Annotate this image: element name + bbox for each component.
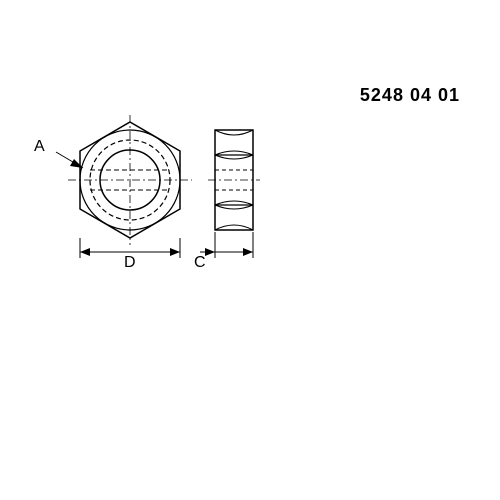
chamfer-arc	[215, 155, 253, 159]
hex-nut-diagram: A D C	[20, 70, 280, 300]
chamfer-arc	[215, 205, 253, 209]
label-d: D	[124, 254, 136, 272]
part-number: 5248 04 01	[360, 85, 460, 106]
arrowhead	[205, 248, 215, 256]
label-a: A	[34, 138, 45, 156]
arrowhead	[80, 248, 90, 256]
arrowhead	[170, 248, 180, 256]
chamfer-arc	[215, 151, 253, 155]
diagram-svg	[20, 70, 280, 300]
front-view	[68, 115, 192, 245]
arrowhead	[70, 159, 83, 168]
leader-a	[56, 152, 83, 168]
label-c: C	[194, 254, 206, 272]
arrowhead	[243, 248, 253, 256]
dimension-c	[200, 232, 253, 258]
side-view	[208, 130, 260, 230]
